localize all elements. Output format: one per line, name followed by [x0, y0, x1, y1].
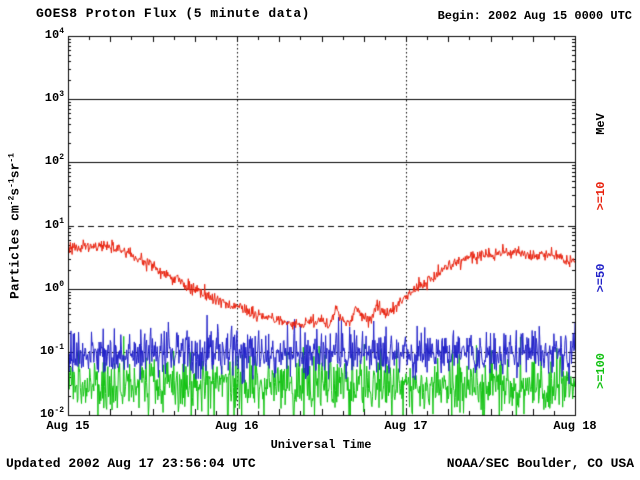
updated-timestamp: Updated 2002 Aug 17 23:56:04 UTC	[6, 456, 256, 471]
y-tick-label: 10-1	[39, 342, 64, 358]
x-tick-label-aug17: Aug 17	[384, 419, 428, 433]
series-label-ge50: >=50	[594, 263, 608, 293]
y-tick-label: 102	[44, 153, 64, 169]
begin-time-label: Begin: 2002 Aug 15 0000 UTC	[437, 9, 632, 23]
source-credit: NOAA/SEC Boulder, CO USA	[446, 456, 634, 471]
y-tick-label: 100	[44, 279, 64, 295]
x-axis-label: Universal Time	[270, 438, 372, 452]
x-tick-label-aug18: Aug 18	[553, 419, 597, 433]
y-axis-label: Particles cm-2s-1sr-1	[7, 153, 23, 299]
x-tick-label-aug16: Aug 16	[215, 419, 259, 433]
y-tick-label: 101	[44, 216, 64, 232]
series-label-ge100: >=100	[594, 352, 608, 390]
y-tick-label: 103	[44, 90, 64, 106]
y-tick-label: 104	[44, 27, 64, 42]
chart-title: GOES8 Proton Flux (5 minute data)	[36, 6, 310, 21]
x-tick-label-aug15: Aug 15	[46, 419, 90, 433]
right-axis-unit-label: MeV	[594, 113, 608, 135]
y-tick-label: 10-2	[39, 406, 64, 421]
series-label-ge10: >=10	[594, 181, 608, 211]
